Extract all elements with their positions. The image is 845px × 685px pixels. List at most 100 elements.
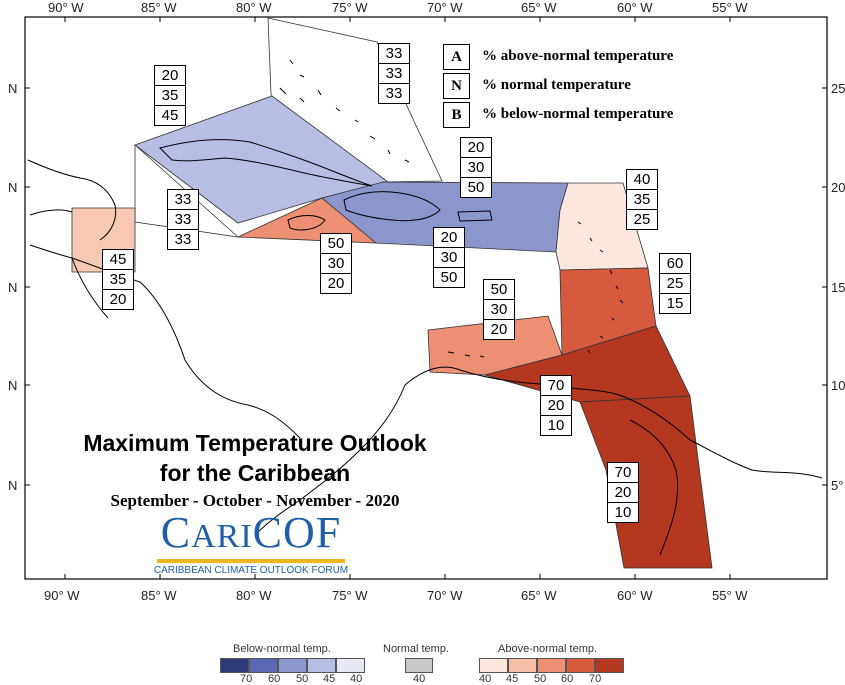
prob-normal: 33 [378, 63, 410, 84]
legend-letter-b: B [443, 101, 470, 128]
islands-abc [447, 351, 485, 358]
lon-label-top: 85° W [141, 0, 177, 15]
prob-stack-hispaniola-south: 20 30 50 [433, 227, 465, 288]
lon-label-bottom: 70° W [427, 588, 463, 603]
tick-below-60: 60 [268, 673, 281, 685]
prob-above: 33 [167, 189, 199, 210]
lat-label-left: N [8, 280, 17, 295]
logo-wordmark: CARICOF [160, 508, 342, 557]
prob-below: 50 [460, 177, 492, 198]
prob-above: 70 [540, 375, 572, 396]
prob-normal: 25 [659, 273, 691, 294]
prob-stack-bahamas: 33 33 33 [378, 43, 410, 104]
prob-above: 20 [433, 227, 465, 248]
tick-below-40: 40 [350, 673, 363, 685]
tick-above-50: 50 [534, 673, 547, 685]
map-title-line2: for the Caribbean [159, 460, 351, 486]
swatch-above-70 [595, 658, 624, 673]
lat-label-left: N [8, 478, 17, 493]
lon-label-bottom: 65° W [521, 588, 557, 603]
lon-label-top: 90° W [48, 0, 84, 15]
lon-labels-top: 90° W 85° W 80° W 75° W 70° W 65° W 60° … [48, 0, 748, 15]
prob-normal: 30 [433, 247, 465, 268]
legend-letter-a: A [443, 43, 470, 70]
scale-label-below: Below-normal temp. [233, 643, 331, 655]
prob-below: 33 [378, 83, 410, 104]
coast-cuba [159, 139, 373, 187]
swatch-above-60 [566, 658, 595, 673]
prob-stack-windward: 60 25 15 [659, 253, 691, 314]
prob-above: 20 [154, 65, 186, 86]
prob-normal: 33 [167, 209, 199, 230]
region-guianas [579, 395, 713, 569]
prob-normal: 35 [154, 85, 186, 106]
islands-bahamas [279, 59, 410, 163]
legend-text-normal: % normal temperature [482, 77, 631, 93]
prob-below: 10 [540, 415, 572, 436]
coast-central-america [29, 209, 301, 439]
prob-normal: 35 [102, 269, 134, 290]
legend-row-below: B % below-normal temperature [443, 100, 673, 129]
lon-label-top: 55° W [712, 0, 748, 15]
swatch-below-50 [278, 658, 307, 673]
prob-stack-cuba: 20 35 45 [154, 65, 186, 126]
tick-above-45: 45 [506, 673, 519, 685]
prob-below: 15 [659, 293, 691, 314]
coast-guiana [629, 419, 679, 556]
lat-label-left: N [8, 180, 17, 195]
prob-above: 45 [102, 249, 134, 270]
lat-label-right: 10 [831, 378, 845, 393]
logo-subtitle: CARIBBEAN CLIMATE OUTLOOK FORUM [153, 565, 349, 576]
prob-above: 33 [378, 43, 410, 64]
prob-above: 60 [659, 253, 691, 274]
tick-marks [25, 17, 827, 579]
prob-stack-jamaica: 50 30 20 [320, 233, 352, 294]
lat-labels-left: N N N N N [8, 81, 17, 493]
caricof-logo: CARICOF CARIBBEAN CLIMATE OUTLOOK FORUM [151, 508, 351, 577]
lon-labels-bottom: 90° W 85° W 80° W 75° W 70° W 65° W 60° … [44, 588, 748, 603]
prob-below: 10 [607, 502, 639, 523]
tick-normal-40: 40 [413, 673, 426, 685]
tick-above-70: 70 [589, 673, 602, 685]
legend-letter-n: N [443, 72, 470, 99]
coast-south-america [254, 366, 823, 536]
lat-label-right: 5° [831, 478, 843, 493]
prob-stack-trinidad: 70 20 10 [540, 375, 572, 436]
lon-label-bottom: 75° W [332, 588, 368, 603]
swatch-below-70 [220, 658, 249, 673]
prob-above: 20 [460, 137, 492, 158]
lon-label-bottom: 80° W [236, 588, 272, 603]
logo-bar [157, 559, 345, 563]
tick-below-70: 70 [240, 673, 253, 685]
lon-label-top: 70° W [427, 0, 463, 15]
prob-above: 50 [320, 233, 352, 254]
map-title-line1: Maximum Temperature Outlook [83, 430, 427, 456]
coast-yucatan [27, 159, 117, 241]
prob-normal: 30 [460, 157, 492, 178]
swatch-above-50 [537, 658, 566, 673]
legend-row-normal: N % normal temperature [443, 71, 673, 100]
probability-legend: A % above-normal temperature N % normal … [443, 42, 673, 129]
prob-stack-leeward: 40 35 25 [626, 169, 658, 230]
lon-label-top: 60° W [617, 0, 653, 15]
swatch-below-40 [336, 658, 365, 673]
lon-label-top: 65° W [521, 0, 557, 15]
prob-stack-belize: 45 35 20 [102, 249, 134, 310]
tick-below-45: 45 [323, 673, 336, 685]
prob-below: 20 [483, 319, 515, 340]
scale-label-above: Above-normal temp. [498, 643, 598, 655]
swatch-normal [405, 658, 433, 673]
coastlines [27, 139, 823, 556]
prob-stack-abc: 50 30 20 [483, 279, 515, 340]
legend-text-above: % above-normal temperature [482, 48, 674, 64]
prob-stack-western-caribbean: 33 33 33 [167, 189, 199, 250]
scale-label-normal: Normal temp. [383, 643, 450, 655]
lat-label-right: 20 [831, 180, 845, 195]
legend-text-below: % below-normal temperature [482, 106, 674, 122]
prob-normal: 30 [320, 253, 352, 274]
lon-label-bottom: 60° W [617, 588, 653, 603]
lon-label-top: 75° W [332, 0, 368, 15]
lon-label-top: 80° W [236, 0, 272, 15]
prob-below: 50 [433, 267, 465, 288]
